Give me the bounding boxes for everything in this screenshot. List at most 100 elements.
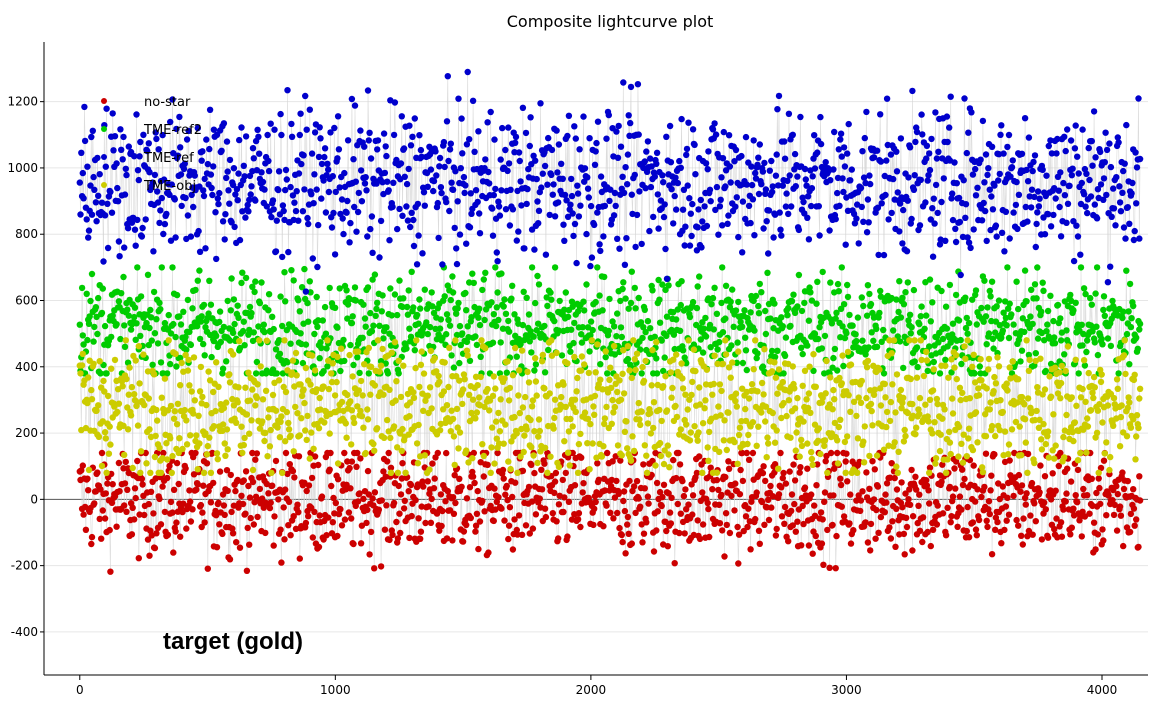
point <box>1023 490 1030 497</box>
point <box>983 385 990 392</box>
point <box>476 394 483 401</box>
point <box>768 504 775 511</box>
point <box>118 146 125 153</box>
point <box>124 225 132 232</box>
point <box>141 511 148 519</box>
point <box>668 186 675 193</box>
point <box>779 474 786 482</box>
point <box>470 279 477 287</box>
point <box>210 126 218 133</box>
point <box>492 264 499 271</box>
point <box>747 546 754 553</box>
point <box>644 138 652 145</box>
point <box>744 440 751 448</box>
point <box>436 154 444 162</box>
point <box>410 216 417 224</box>
point <box>900 364 907 372</box>
point <box>946 483 954 491</box>
point <box>357 377 365 385</box>
point <box>594 264 601 271</box>
point <box>944 504 951 511</box>
point <box>479 497 486 505</box>
point <box>491 136 498 143</box>
point <box>1075 370 1082 377</box>
point <box>489 205 496 212</box>
point <box>256 150 263 157</box>
point <box>267 426 274 434</box>
point <box>1120 542 1127 550</box>
point <box>592 498 599 506</box>
point <box>906 337 913 344</box>
point <box>495 316 502 324</box>
point <box>586 466 593 473</box>
point <box>780 399 787 407</box>
point <box>522 129 530 137</box>
point <box>463 307 470 314</box>
point <box>446 146 454 153</box>
point <box>850 527 857 534</box>
point <box>143 319 150 327</box>
point <box>316 394 323 402</box>
point <box>936 370 944 377</box>
point <box>400 295 407 302</box>
point <box>229 525 236 532</box>
point <box>308 352 316 359</box>
point <box>754 350 761 357</box>
point <box>867 300 875 308</box>
point <box>526 338 533 345</box>
point <box>1098 335 1105 343</box>
point <box>537 100 544 107</box>
point <box>870 496 878 503</box>
point <box>246 303 254 311</box>
point <box>517 178 524 185</box>
point <box>1018 482 1026 489</box>
point <box>420 483 427 490</box>
point <box>1024 450 1032 458</box>
point <box>154 188 161 195</box>
point <box>752 292 760 300</box>
point <box>321 419 328 426</box>
point <box>373 180 380 187</box>
point <box>161 508 169 516</box>
point <box>699 218 706 225</box>
point <box>238 492 245 499</box>
point <box>806 363 813 370</box>
point <box>1127 510 1135 518</box>
point <box>684 182 691 189</box>
point <box>679 206 687 213</box>
point <box>1133 516 1140 523</box>
point <box>804 404 812 412</box>
point <box>593 139 600 147</box>
point <box>897 314 905 321</box>
point <box>830 354 837 362</box>
point <box>611 189 619 197</box>
point <box>835 288 842 295</box>
point <box>694 224 701 231</box>
point <box>600 233 607 240</box>
point <box>505 317 512 325</box>
point <box>226 371 233 378</box>
point <box>506 384 514 392</box>
point <box>637 503 644 510</box>
point <box>674 179 681 187</box>
point <box>342 420 349 427</box>
point <box>223 467 231 474</box>
point <box>477 353 484 360</box>
point <box>931 419 938 426</box>
point <box>550 181 557 188</box>
point <box>592 148 599 155</box>
point <box>758 289 765 296</box>
point <box>280 207 287 215</box>
point <box>1088 301 1096 308</box>
point <box>390 423 398 430</box>
point <box>443 311 451 318</box>
data-points <box>76 68 1144 575</box>
point <box>422 519 429 527</box>
point <box>1027 512 1034 519</box>
point <box>507 465 514 473</box>
point <box>481 508 488 515</box>
point <box>662 286 669 294</box>
point <box>1017 358 1024 365</box>
point <box>572 135 579 142</box>
point <box>618 531 625 539</box>
